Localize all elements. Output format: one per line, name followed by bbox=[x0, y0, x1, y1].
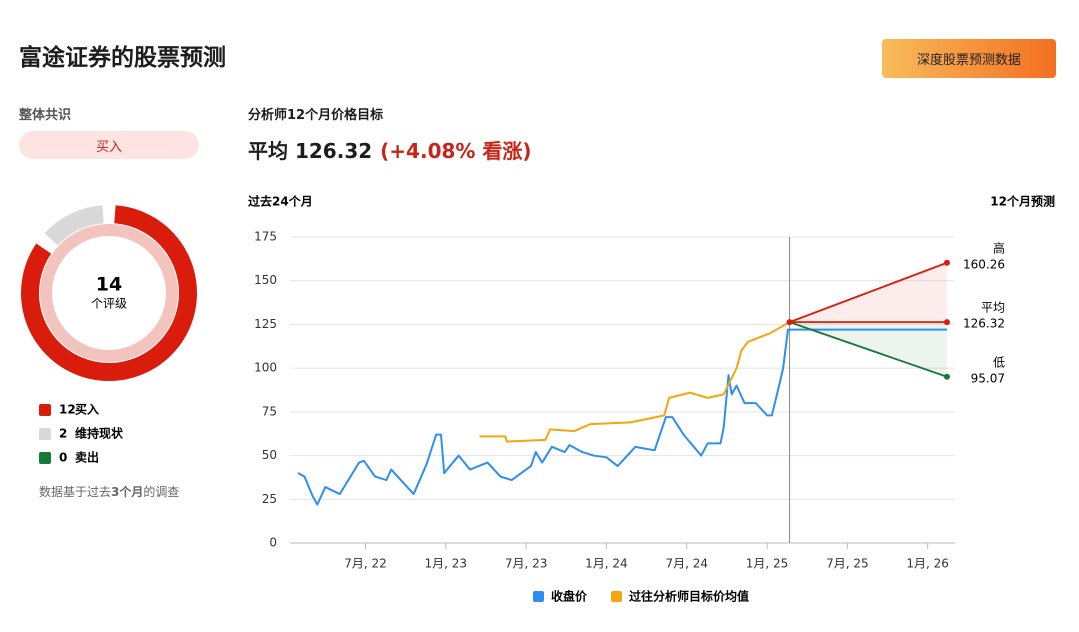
target-title: 分析师12个月价格目标 bbox=[248, 108, 384, 123]
forecast-value: 160.26 bbox=[963, 257, 1005, 271]
target-summary: 平均 126.32 (+4.08% 看涨) bbox=[248, 135, 532, 164]
legend-swatch bbox=[39, 404, 51, 416]
series-line bbox=[297, 328, 947, 506]
chart-right-title: 12个月预测 bbox=[990, 194, 1055, 209]
forecast-button[interactable]: 深度股票预测数据 bbox=[882, 39, 1056, 78]
chart-left-title: 过去24个月 bbox=[248, 194, 313, 209]
forecast-value: 126.32 bbox=[963, 317, 1005, 331]
y-tick-label: 50 bbox=[262, 448, 277, 462]
donut-inner-ring bbox=[40, 224, 178, 362]
donut-center-label: 个评级 bbox=[91, 297, 127, 311]
forecast-line bbox=[789, 261, 948, 323]
x-tick-label: 1月, 26 bbox=[906, 557, 949, 571]
x-tick-label: 7月, 23 bbox=[505, 557, 548, 571]
forecast-name: 高 bbox=[993, 240, 1005, 255]
x-tick-label: 7月, 25 bbox=[826, 557, 869, 571]
y-tick-label: 75 bbox=[262, 404, 277, 418]
forecast-start bbox=[786, 319, 793, 326]
legend-count: 12 bbox=[59, 403, 76, 417]
x-tick-label: 1月, 25 bbox=[746, 557, 789, 571]
y-tick-label: 125 bbox=[254, 317, 277, 331]
legend-label: 维持现状 bbox=[75, 426, 124, 441]
series-line bbox=[479, 321, 791, 443]
legend-label: 过往分析师目标价均值 bbox=[629, 589, 749, 604]
y-tick-label: 25 bbox=[262, 492, 277, 506]
forecast-end bbox=[943, 373, 950, 380]
consensus-label: 整体共识 bbox=[19, 108, 72, 123]
donut-segment bbox=[21, 205, 197, 381]
y-tick-label: 175 bbox=[254, 230, 277, 244]
note-text: 的调查 bbox=[143, 485, 180, 499]
x-tick-label: 1月, 23 bbox=[425, 557, 468, 571]
legend-label: 买入 bbox=[75, 403, 99, 417]
page-title: 富途证券的股票预测 bbox=[19, 45, 226, 71]
target-change: (+4.08% 看涨) bbox=[380, 139, 532, 163]
legend-swatch bbox=[611, 591, 623, 602]
survey-note: 数据基于过去3个月的调查 bbox=[39, 483, 179, 500]
note-bold: 3个月 bbox=[111, 485, 144, 499]
legend-label: 收盘价 bbox=[551, 589, 588, 604]
y-tick-label: 150 bbox=[254, 273, 277, 287]
donut-center-value: 14 bbox=[96, 274, 122, 296]
avg-value: 126.32 bbox=[294, 139, 373, 163]
forecast-end bbox=[943, 319, 950, 326]
forecast-value: 95.07 bbox=[971, 371, 1005, 385]
legend-count: 0 bbox=[59, 451, 67, 465]
note-text: 数据基于过去 bbox=[39, 485, 112, 499]
x-tick-label: 1月, 24 bbox=[585, 557, 628, 571]
legend-count: 2 bbox=[59, 427, 67, 441]
x-tick-label: 7月, 24 bbox=[665, 557, 708, 571]
y-tick-label: 0 bbox=[269, 536, 277, 550]
donut-segment bbox=[44, 205, 105, 246]
consensus-rating: 买入 bbox=[19, 131, 199, 159]
legend-label: 卖出 bbox=[75, 450, 99, 465]
legend-swatch bbox=[533, 591, 544, 602]
avg-label: 平均 bbox=[248, 139, 288, 163]
legend-swatch bbox=[39, 428, 51, 440]
forecast-end bbox=[943, 259, 950, 266]
legend-swatch bbox=[39, 452, 51, 464]
x-tick-label: 7月, 22 bbox=[344, 557, 387, 571]
forecast-name: 平均 bbox=[981, 301, 1005, 315]
forecast-name: 低 bbox=[993, 355, 1005, 369]
y-tick-label: 100 bbox=[254, 361, 277, 375]
forecast-line bbox=[789, 321, 948, 378]
